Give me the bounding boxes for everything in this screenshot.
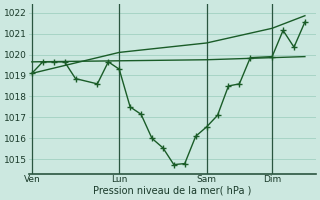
X-axis label: Pression niveau de la mer( hPa ): Pression niveau de la mer( hPa ) <box>93 186 252 196</box>
